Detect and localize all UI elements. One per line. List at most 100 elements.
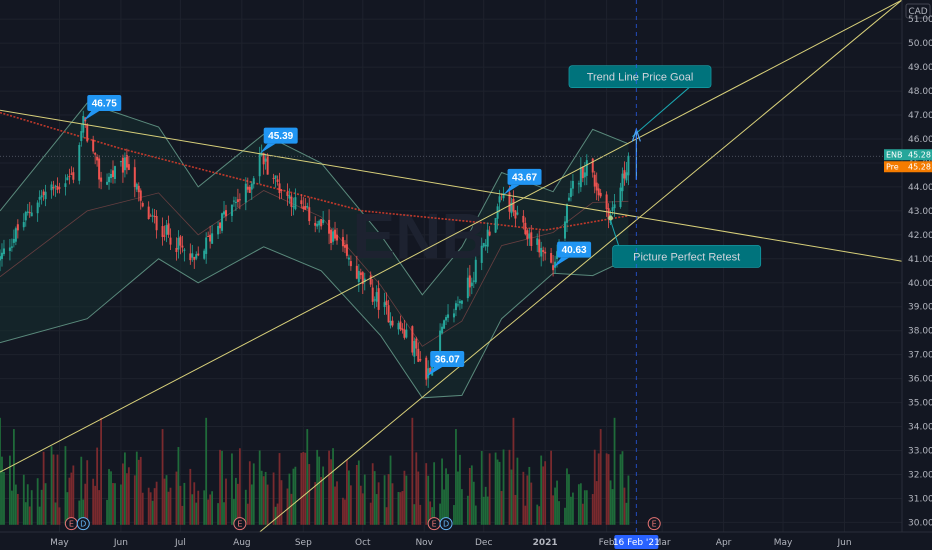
candle-body bbox=[290, 196, 293, 207]
volume-bar bbox=[488, 453, 491, 525]
candle-body bbox=[502, 192, 505, 199]
volume-bar bbox=[292, 468, 295, 525]
trendline-3[interactable] bbox=[259, 0, 903, 533]
y-tick-label: 38.00 bbox=[908, 327, 932, 337]
volume-bar bbox=[82, 499, 85, 525]
annotation-note[interactable]: Picture Perfect Retest bbox=[612, 245, 762, 268]
candle-body bbox=[167, 223, 170, 235]
event-marker-D[interactable]: D bbox=[439, 517, 453, 531]
candle-body bbox=[153, 215, 156, 217]
candle-body bbox=[458, 301, 461, 304]
volume-bar bbox=[125, 473, 128, 525]
volume-bar bbox=[36, 478, 39, 525]
event-marker-D[interactable]: D bbox=[76, 517, 90, 531]
volume-bar bbox=[100, 417, 103, 525]
volume-bar bbox=[246, 503, 249, 525]
candle-body bbox=[300, 200, 303, 205]
callout-label: 45.39 bbox=[268, 131, 293, 142]
candle-body bbox=[597, 188, 600, 196]
price-callout[interactable]: 45.39 bbox=[259, 127, 298, 154]
price-axis-panel[interactable] bbox=[902, 0, 932, 550]
price-tag-value: 45.28 bbox=[908, 151, 931, 160]
candle-body bbox=[347, 257, 350, 260]
candle-body bbox=[349, 261, 352, 267]
volume-bar bbox=[266, 484, 269, 525]
volume-bar bbox=[342, 497, 344, 525]
candle-body bbox=[193, 257, 196, 260]
candle-body bbox=[371, 287, 374, 302]
candle-body bbox=[98, 158, 101, 180]
price-callout[interactable]: 46.75 bbox=[83, 95, 122, 122]
candle-body bbox=[441, 326, 444, 334]
volume-bar bbox=[278, 453, 281, 525]
y-tick-label: 41.00 bbox=[908, 255, 932, 265]
volume-bar bbox=[472, 481, 475, 525]
volume-bar bbox=[577, 484, 580, 525]
volume-bar bbox=[413, 504, 416, 525]
candle-body bbox=[452, 313, 455, 318]
event-marker-letter: E bbox=[432, 520, 437, 529]
trendline-2[interactable] bbox=[0, 0, 903, 473]
volume-bar bbox=[544, 461, 547, 525]
price-callout[interactable]: 43.67 bbox=[503, 168, 542, 195]
candle-body bbox=[627, 155, 630, 176]
candle-body bbox=[250, 183, 253, 190]
candle-body bbox=[510, 202, 513, 214]
event-marker-E[interactable]: E bbox=[647, 517, 661, 531]
trendlines[interactable] bbox=[0, 0, 903, 533]
event-marker-E[interactable]: E bbox=[64, 517, 78, 531]
candle-body bbox=[36, 202, 39, 214]
y-tick-label: 43.00 bbox=[908, 207, 932, 217]
candle-body bbox=[336, 234, 339, 241]
price-callout[interactable]: 40.63 bbox=[553, 241, 592, 268]
volume-bar bbox=[68, 477, 71, 525]
volume-bar bbox=[274, 506, 277, 525]
volume-bar bbox=[122, 463, 124, 525]
candle-body bbox=[183, 249, 186, 251]
volume-bar bbox=[593, 449, 596, 525]
price-tag-value: 45.28 bbox=[908, 163, 931, 172]
volume-bar bbox=[401, 491, 404, 525]
candle-body bbox=[530, 232, 533, 247]
volume-bar bbox=[123, 452, 126, 525]
candle-body bbox=[10, 246, 13, 248]
annotation-note[interactable]: Trend Line Price Goal bbox=[568, 65, 712, 88]
x-tick-label: Aug bbox=[233, 538, 251, 548]
volume-bar bbox=[322, 466, 325, 525]
time-axis-panel[interactable] bbox=[0, 532, 932, 550]
volume-bar bbox=[231, 453, 233, 525]
volume-bar bbox=[272, 472, 275, 525]
event-marker-E[interactable]: E bbox=[427, 517, 441, 531]
candle-body bbox=[427, 368, 430, 379]
volume-bar bbox=[50, 446, 53, 525]
volume-bar bbox=[56, 454, 59, 525]
candle-body bbox=[387, 305, 390, 323]
candle-body bbox=[579, 167, 582, 188]
moving-average-line bbox=[0, 111, 629, 231]
price-callouts[interactable]: 46.75 45.39 43.67 40.63 36.07 bbox=[83, 95, 592, 377]
premarket-tag[interactable]: Pre 45.28 bbox=[884, 161, 932, 173]
candle-body bbox=[470, 282, 473, 287]
price-tag[interactable]: ENB 45.28 bbox=[884, 149, 932, 161]
candle-body bbox=[0, 252, 3, 259]
volume-bar bbox=[286, 488, 289, 525]
candle-body bbox=[445, 317, 448, 321]
annotations[interactable]: Trend Line Price Goal Picture Perfect Ret… bbox=[568, 65, 762, 268]
event-marker-E[interactable]: E bbox=[233, 517, 247, 531]
volume-bar bbox=[308, 464, 311, 525]
candle-body bbox=[466, 277, 469, 299]
volume-bar bbox=[236, 483, 239, 525]
volume-bar bbox=[127, 467, 130, 525]
trendline-1[interactable] bbox=[0, 109, 903, 262]
candle-body bbox=[58, 187, 61, 189]
volume-bar bbox=[570, 496, 572, 525]
event-marker-letter: D bbox=[80, 520, 86, 529]
volume-bar bbox=[306, 429, 309, 525]
currency-label[interactable]: CAD bbox=[905, 3, 931, 19]
price-callout[interactable]: 36.07 bbox=[426, 350, 465, 377]
volume-bar bbox=[161, 429, 164, 525]
callout-box bbox=[557, 241, 592, 258]
